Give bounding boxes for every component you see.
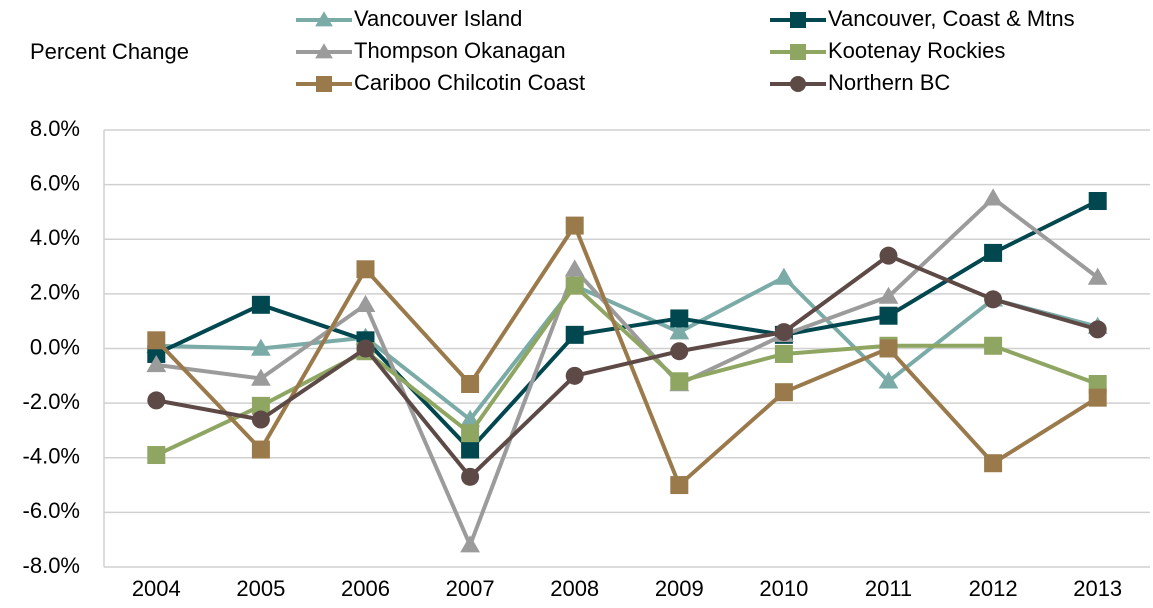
marker [774,323,793,342]
x-tick-label: 2013 [1073,576,1122,601]
y-tick-label: -6.0% [23,498,80,523]
marker [1088,320,1107,339]
y-tick-label: 2.0% [30,280,80,305]
series-line [155,253,1099,479]
marker [564,259,585,277]
marker [670,342,689,361]
marker [774,267,794,285]
marker [356,339,375,358]
marker [565,276,584,295]
marker [565,366,584,385]
marker [461,424,480,443]
marker [1088,192,1107,211]
y-tick-label: -2.0% [23,389,80,414]
series-line [155,283,1099,457]
marker [1087,267,1108,285]
series-line [154,223,1099,488]
y-axis-label: Percent Change [30,39,189,64]
marker [774,383,793,402]
legend-marker [316,76,332,92]
series-line [156,196,1099,548]
legend-marker [790,44,806,60]
marker [251,440,270,459]
legend-marker [315,11,333,27]
legend-label: Vancouver Island [354,6,522,31]
y-tick-label: 4.0% [30,225,80,250]
marker [251,368,271,386]
marker [879,306,898,325]
x-tick-label: 2006 [341,576,390,601]
legend-marker [790,76,806,92]
y-tick-label: -4.0% [23,444,80,469]
x-tick-label: 2011 [865,576,912,601]
marker [984,290,1003,309]
x-tick-label: 2010 [759,576,808,601]
marker [565,325,584,344]
marker [983,188,1003,206]
marker [670,476,689,495]
legend-label: Vancouver, Coast & Mtns [828,6,1075,31]
marker [460,535,480,553]
x-tick-label: 2005 [236,576,285,601]
marker [878,371,899,389]
marker [461,440,480,459]
legend-label: Cariboo Chilcotin Coast [354,70,585,95]
x-tick-label: 2008 [550,576,599,601]
marker [147,446,166,465]
legend-label: Northern BC [828,70,950,95]
marker [565,216,584,235]
marker [251,338,271,356]
marker [670,372,689,391]
marker [879,339,898,358]
marker [879,246,898,265]
marker [356,260,375,279]
y-tick-label: 6.0% [30,170,80,195]
marker [984,336,1003,355]
marker [251,295,270,314]
y-tick-label: 0.0% [30,334,80,359]
y-tick-label: 8.0% [30,116,80,141]
legend-label: Kootenay Rockies [828,38,1005,63]
legend-marker [790,12,806,28]
y-tick-label: -8.0% [23,553,80,578]
marker [461,467,480,486]
marker [984,454,1003,473]
legend-label: Thompson Okanagan [354,38,566,63]
marker [774,344,793,363]
marker [355,294,376,312]
marker [1088,388,1107,407]
marker [146,354,167,373]
marker [251,396,270,415]
x-tick-label: 2007 [446,576,495,601]
marker [147,344,166,363]
marker [251,410,270,429]
marker [669,322,690,340]
legend-marker [315,43,333,59]
marker [147,331,166,350]
x-tick-label: 2004 [132,576,181,601]
marker [984,243,1003,262]
marker [460,409,480,427]
marker [1088,375,1107,394]
x-tick-label: 2009 [655,576,704,601]
marker [670,309,689,328]
marker [147,391,166,410]
x-tick-label: 2012 [969,576,1018,601]
marker [878,286,899,304]
marker [461,375,480,394]
